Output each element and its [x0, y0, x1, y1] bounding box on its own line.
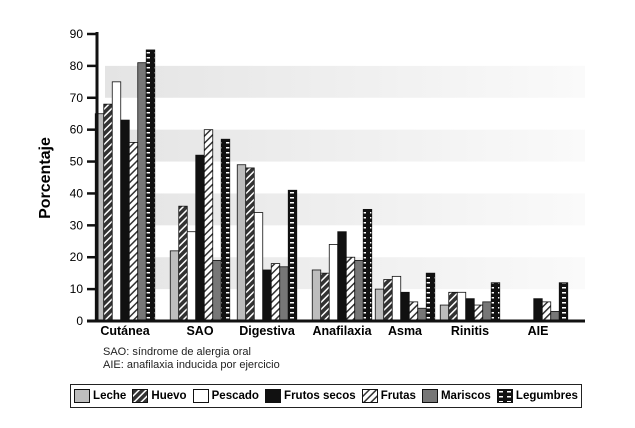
bar-frutas — [345, 256, 356, 322]
legend-item: Frutos secos — [265, 389, 356, 403]
bar-legumbres — [558, 282, 569, 322]
y-axis-label: Porcentaje — [37, 137, 54, 219]
background-band — [105, 65, 585, 98]
x-tick-label: Rinitis — [451, 324, 489, 338]
y-tick-label: 80 — [70, 59, 84, 73]
legend-swatch — [361, 389, 378, 403]
y-tick-label: 70 — [70, 91, 84, 105]
legend-swatch-fill — [265, 389, 282, 403]
bar-mariscos — [417, 307, 427, 322]
legend: Leche Huevo Pescado Frutos secos Frutas Maris… — [70, 384, 582, 408]
bar-legumbres — [490, 282, 501, 322]
bar-frutas — [408, 301, 419, 322]
bar-huevo — [320, 272, 330, 322]
bar-frutas — [473, 304, 484, 322]
x-tick-label: SAO — [186, 324, 213, 338]
legend-item: Huevo — [132, 389, 187, 403]
y-tick-label: 20 — [70, 250, 84, 264]
legend-swatch — [192, 389, 209, 403]
bar-frutos-secos — [465, 298, 475, 322]
bar-pescado — [456, 291, 467, 322]
bar-mariscos — [279, 266, 289, 322]
x-tick-label: Anafilaxia — [312, 324, 372, 338]
x-tick-label: Cutánea — [100, 324, 150, 338]
bar-legumbres — [145, 49, 156, 322]
x-tick-label: AIE — [528, 324, 549, 338]
legend-item: Mariscos — [421, 389, 491, 403]
legend-label: Huevo — [151, 390, 187, 402]
bar-mariscos — [354, 260, 364, 322]
bar-leche — [236, 164, 247, 322]
legend-label: Leche — [93, 390, 127, 402]
bar-pescado — [328, 244, 339, 322]
bar-huevo — [383, 279, 393, 322]
bar-frutos-secos — [337, 231, 347, 322]
legend-label: Frutas — [380, 390, 416, 402]
y-tick-label: 60 — [70, 123, 84, 137]
bar-legumbres — [220, 138, 231, 322]
legend-swatch — [265, 389, 282, 403]
bar-frutos-secos — [400, 291, 410, 322]
bar-mariscos — [137, 62, 147, 322]
legend-swatch-fill — [192, 389, 209, 403]
y-tick-label: 40 — [70, 186, 84, 200]
legend-label: Legumbres — [515, 390, 578, 402]
legend-swatch-fill — [74, 389, 91, 403]
bar-frutos-secos — [262, 269, 272, 322]
bar-mariscos — [482, 301, 492, 322]
plot-area: Cutánea SAO Digestiva Anafilaxia Asma Rinitis… — [37, 27, 585, 338]
bar-frutas — [541, 301, 552, 322]
bar-leche — [169, 250, 180, 322]
bar-pescado — [391, 275, 402, 322]
legend-swatch-fill — [421, 389, 438, 403]
bar-pescado — [111, 81, 122, 322]
bar-frutos-secos — [120, 119, 130, 322]
legend-item: Frutas — [361, 389, 416, 403]
bar-huevo — [245, 167, 255, 322]
bar-leche — [374, 288, 385, 322]
legend-label: Frutos secos — [284, 390, 356, 402]
legend-swatch-fill — [361, 389, 378, 403]
y-tick-label: 30 — [70, 218, 84, 232]
y-tick-label: 10 — [70, 282, 84, 296]
legend-item: Leche — [74, 389, 126, 403]
x-tick-label: Asma — [388, 324, 423, 338]
note-sao: SAO: síndrome de alergia oral — [103, 346, 251, 358]
note-aie: AIE: anafilaxia inducida por ejercicio — [103, 359, 280, 371]
bar-legumbres — [287, 189, 298, 322]
legend-swatch — [421, 389, 438, 403]
bar-huevo — [178, 205, 188, 322]
bar-huevo — [103, 103, 113, 322]
background-band — [105, 193, 585, 226]
bar-legumbres — [362, 208, 373, 322]
legend-item: Legumbres — [496, 389, 578, 403]
legend-swatch — [132, 389, 149, 403]
bar-legumbres — [425, 272, 436, 322]
legend-swatch-fill — [132, 389, 149, 403]
bar-frutas — [270, 263, 281, 322]
legend-swatch-fill — [496, 389, 513, 403]
bar-leche — [311, 269, 322, 322]
bar-pescado — [186, 231, 197, 322]
bar-huevo — [448, 291, 458, 322]
y-tick-label: 0 — [76, 314, 83, 328]
legend-label: Mariscos — [440, 390, 491, 402]
bar-frutos-secos — [195, 154, 205, 322]
bar-mariscos — [212, 260, 222, 322]
legend-item: Pescado — [192, 389, 259, 403]
legend-label: Pescado — [211, 390, 259, 402]
background-band — [105, 129, 585, 162]
bar-leche — [439, 304, 450, 322]
bar-pescado — [253, 212, 264, 322]
legend-swatch — [496, 389, 513, 403]
y-tick-label: 50 — [70, 155, 84, 169]
bar-frutas — [203, 129, 214, 322]
y-tick-label: 90 — [70, 27, 84, 41]
x-tick-label: Digestiva — [239, 324, 296, 338]
bar-frutas — [128, 142, 139, 322]
bar-frutos-secos — [533, 298, 543, 322]
legend-swatch — [74, 389, 91, 403]
